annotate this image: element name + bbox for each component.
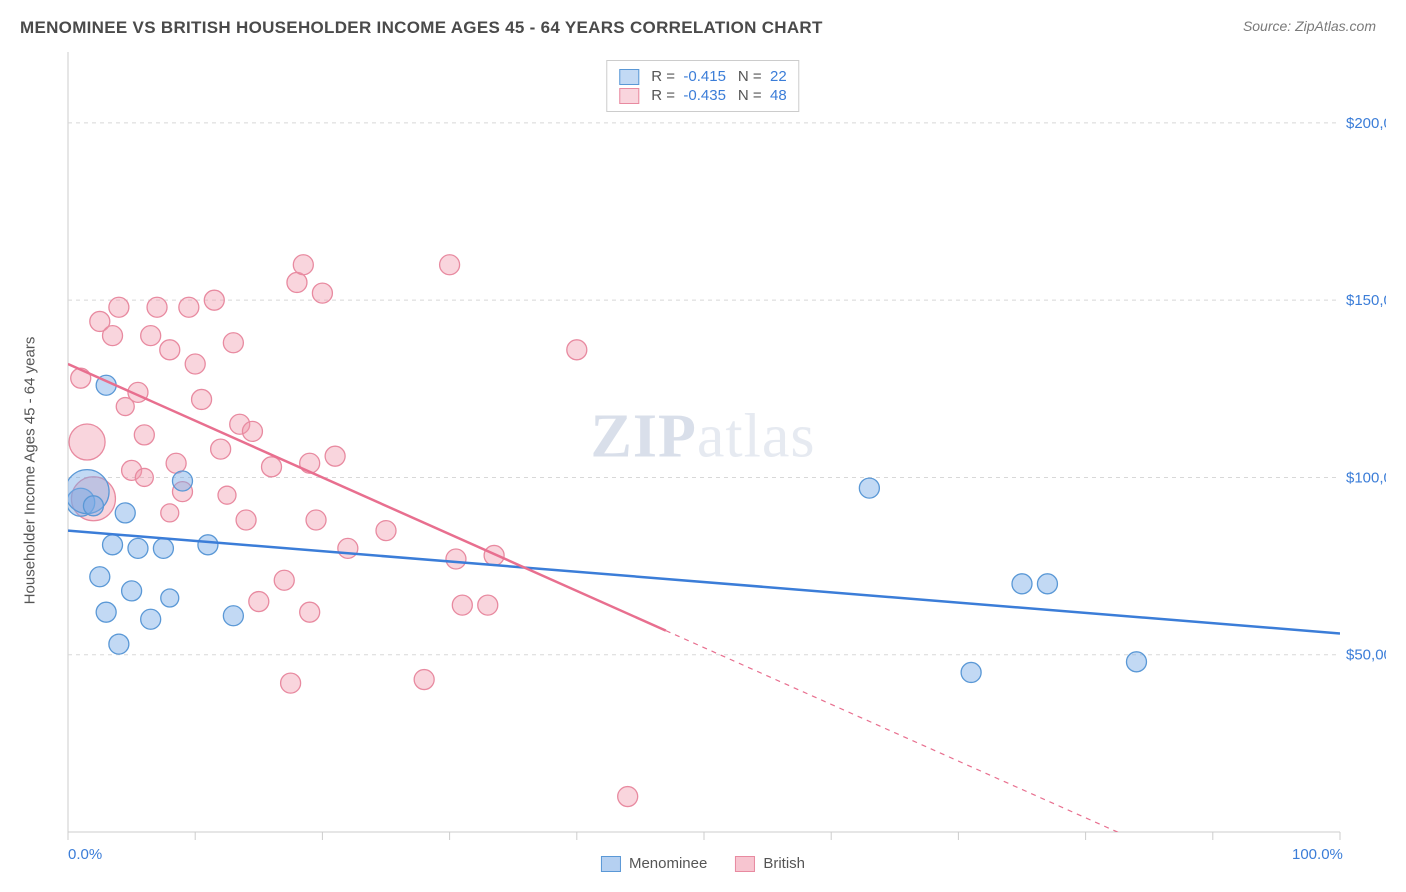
chart-header: MENOMINEE VS BRITISH HOUSEHOLDER INCOME …: [0, 0, 1406, 48]
scatter-chart: $50,000 $100,000 $150,000 $200,000: [20, 52, 1386, 872]
svg-text:$200,000: $200,000: [1346, 115, 1386, 132]
n-stat-menominee: N = 22: [738, 68, 787, 85]
chart-container: Householder Income Ages 45 - 64 years ZI…: [20, 52, 1386, 872]
r-prefix: R =: [651, 87, 675, 104]
n-prefix: N =: [738, 68, 762, 85]
r-stat-menominee: R = -0.415: [651, 68, 726, 85]
x-axis-max-label: 100.0%: [1292, 846, 1343, 863]
svg-text:$50,000: $50,000: [1346, 647, 1386, 664]
source-attribution: Source: ZipAtlas.com: [1243, 18, 1376, 34]
legend-row-british: R = -0.435 N = 48: [619, 86, 786, 105]
r-value: -0.435: [683, 87, 726, 104]
r-value: -0.415: [683, 68, 726, 85]
legend-row-menominee: R = -0.415 N = 22: [619, 67, 786, 86]
svg-text:$150,000: $150,000: [1346, 292, 1386, 309]
swatch-icon: [735, 856, 755, 872]
n-stat-british: N = 48: [738, 87, 787, 104]
r-stat-british: R = -0.435: [651, 87, 726, 104]
x-axis-min-label: 0.0%: [68, 846, 102, 863]
n-prefix: N =: [738, 87, 762, 104]
chart-title: MENOMINEE VS BRITISH HOUSEHOLDER INCOME …: [20, 18, 823, 38]
swatch-british: [619, 88, 639, 104]
legend-item-menominee: Menominee: [601, 855, 707, 872]
n-value: 48: [770, 87, 787, 104]
r-prefix: R =: [651, 68, 675, 85]
correlation-legend: R = -0.415 N = 22 R = -0.435 N = 48: [606, 60, 799, 112]
swatch-icon: [601, 856, 621, 872]
swatch-menominee: [619, 69, 639, 85]
series-legend: Menominee British: [601, 855, 805, 872]
svg-text:$100,000: $100,000: [1346, 469, 1386, 486]
legend-label: British: [763, 855, 805, 872]
n-value: 22: [770, 68, 787, 85]
y-axis-label: Householder Income Ages 45 - 64 years: [22, 337, 39, 605]
legend-item-british: British: [735, 855, 805, 872]
legend-label: Menominee: [629, 855, 707, 872]
